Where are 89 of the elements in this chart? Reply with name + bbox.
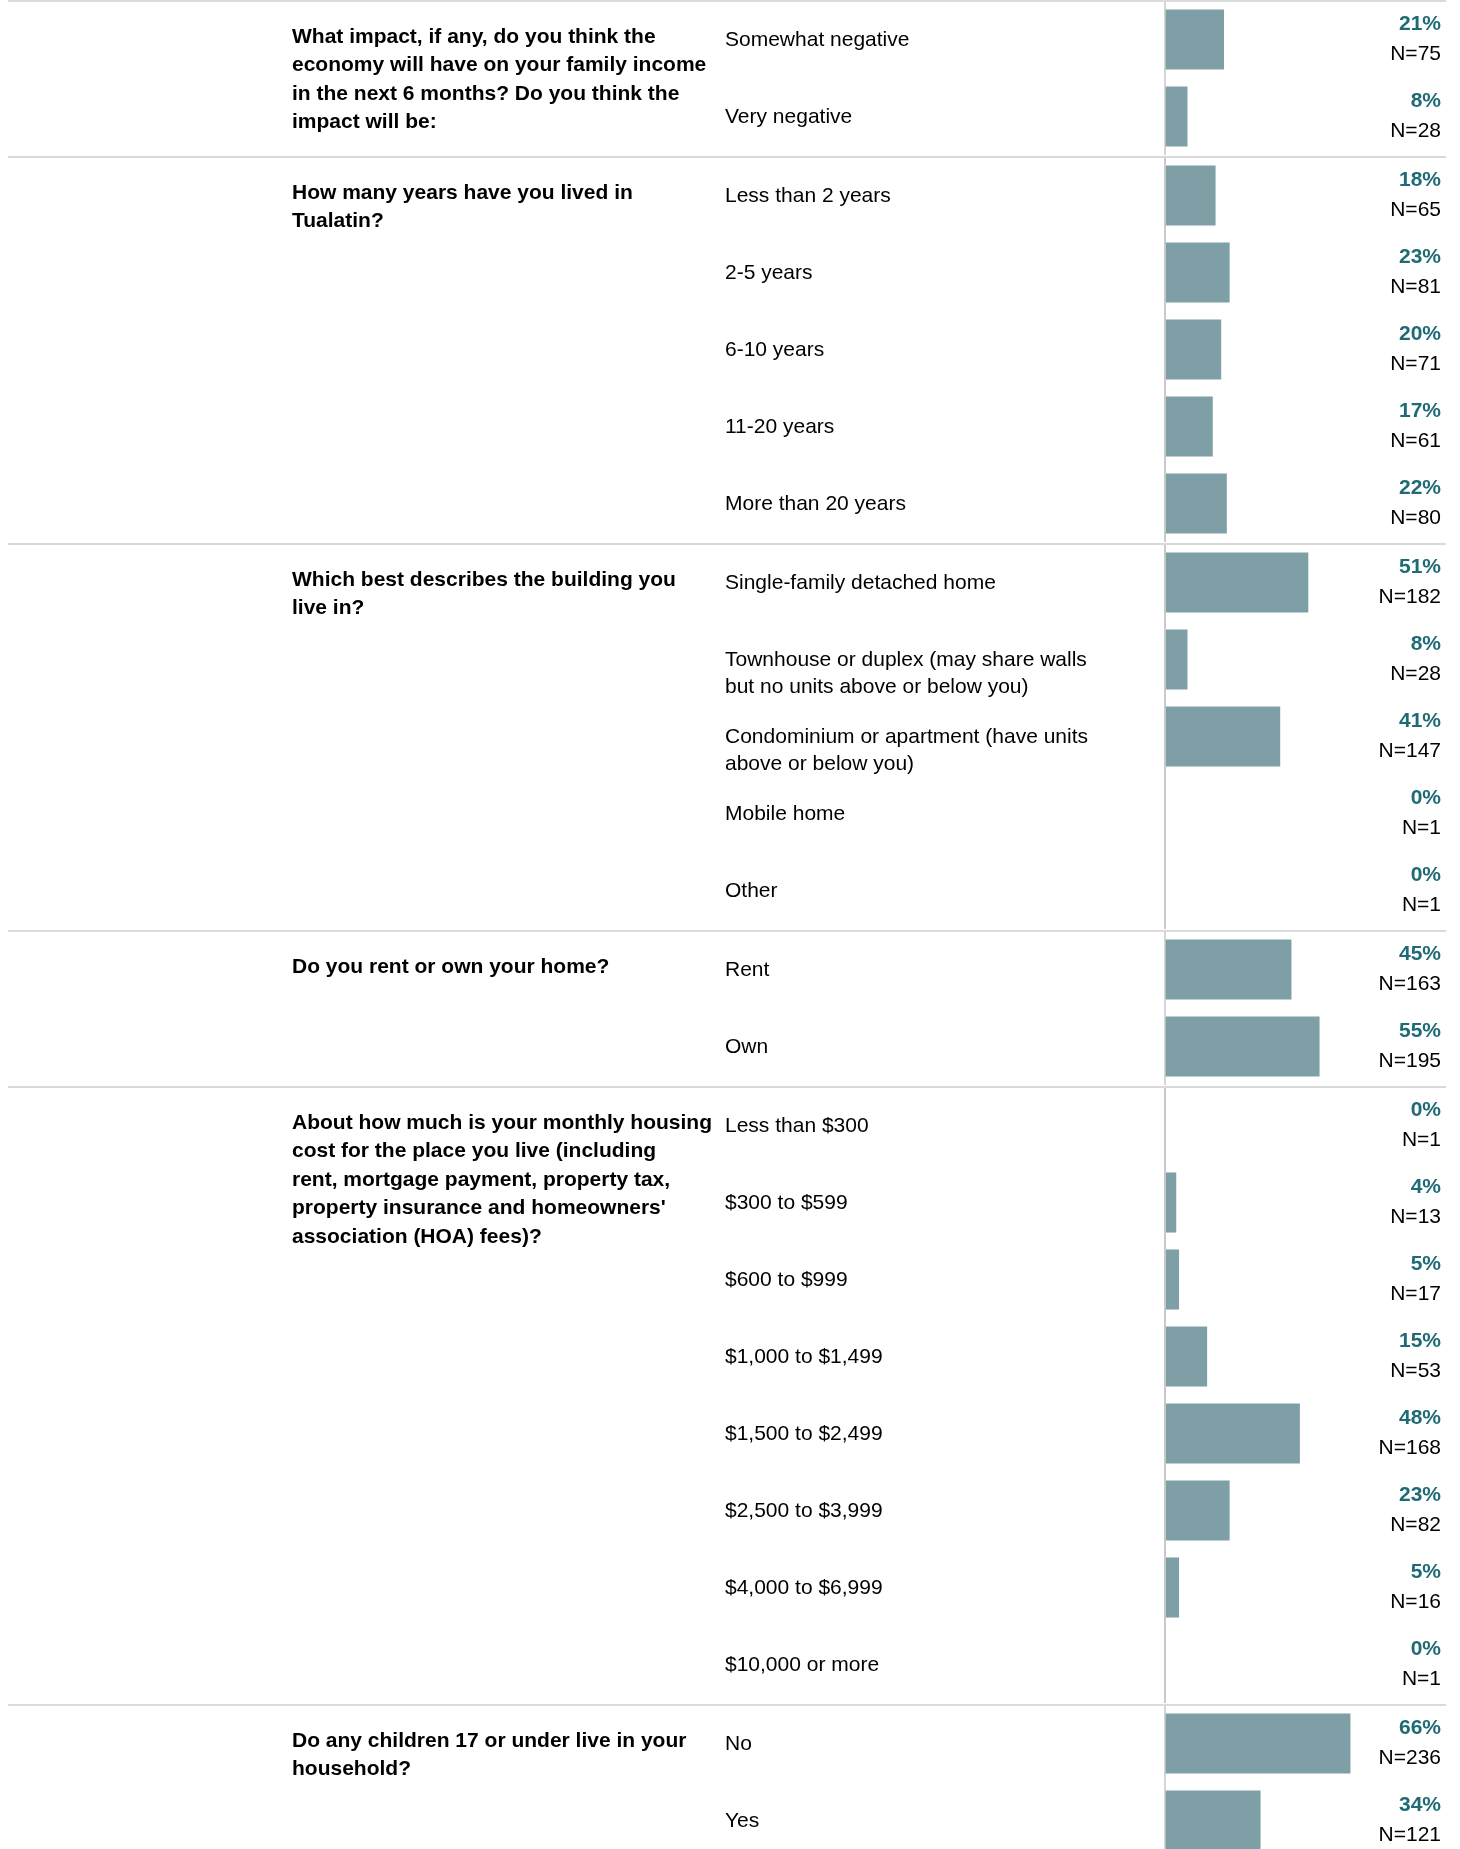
data-label: 51% [1398, 554, 1442, 578]
data-label: 0% [1410, 862, 1442, 886]
data-label: 0% [1410, 1097, 1442, 1121]
text: N=81 [1390, 274, 1441, 298]
data-label: 34% [1398, 1792, 1442, 1816]
y-tick-label: More than 20 years [725, 490, 906, 514]
y-tick-label: No [725, 1730, 752, 1754]
text: N=195 [1378, 1048, 1441, 1072]
text: N=61 [1390, 428, 1441, 452]
y-tick-label: $10,000 or more [725, 1651, 880, 1675]
data-label: 17% [1398, 398, 1442, 422]
text: N=53 [1390, 1358, 1441, 1382]
text: What impact, if any, do you think the economy will have on your family income in the next 6 months? Do you think the impact will be: [292, 23, 707, 132]
data-label: 15% [1398, 1328, 1442, 1352]
text: N=16 [1390, 1589, 1441, 1613]
data-label: 0% [1410, 1636, 1442, 1660]
y-tick-label: 6-10 years [725, 336, 825, 360]
data-label: 20% [1398, 321, 1442, 345]
bar [1165, 319, 1222, 380]
data-label: 0% [1410, 785, 1442, 809]
y-tick-label: Less than $300 [725, 1112, 869, 1136]
text: About how much is your monthly housing cost for the place you live (including rent, mortgage payment, property tax, property insurance and homeowners' association (HOA) fees)? [292, 1109, 712, 1247]
text: N=1 [1401, 1127, 1441, 1151]
text: Do you rent or own your home? [292, 953, 610, 977]
y-tick-label: Other [725, 877, 778, 901]
text: Do any children 17 or under live in your household? [292, 1727, 687, 1779]
text: N=236 [1378, 1745, 1441, 1769]
y-tick-label: 11-20 years [725, 413, 835, 437]
text: N=28 [1390, 118, 1441, 142]
data-label: 55% [1398, 1018, 1442, 1042]
text: N=168 [1378, 1435, 1441, 1459]
data-label: 4% [1410, 1174, 1442, 1198]
y-tick-label: 2-5 years [725, 259, 813, 283]
bar [1165, 1557, 1180, 1618]
y-tick-label: $2,500 to $3,999 [725, 1497, 883, 1521]
data-label: 48% [1398, 1405, 1442, 1429]
text: N=28 [1390, 661, 1441, 685]
data-label: 21% [1398, 11, 1442, 35]
y-tick-label: $300 to $599 [725, 1189, 848, 1213]
text: How many years have you lived in Tualatin? [292, 179, 633, 231]
text: N=17 [1390, 1281, 1441, 1305]
text: N=82 [1390, 1512, 1441, 1536]
data-label: 18% [1398, 167, 1442, 191]
y-tick-label: Less than 2 years [725, 182, 891, 206]
text: N=80 [1390, 505, 1441, 529]
text: N=163 [1378, 971, 1441, 995]
y-tick-label: Condominium or apartment (have units above or below you) [725, 723, 1089, 774]
y-tick-label: Single-family detached home [725, 569, 996, 593]
text: N=13 [1390, 1204, 1441, 1228]
bar [1165, 473, 1227, 534]
bar [1165, 396, 1213, 457]
data-label: 23% [1398, 1482, 1442, 1506]
text: N=182 [1378, 584, 1441, 608]
bar [1165, 1403, 1300, 1464]
y-tick-label: Yes [725, 1807, 760, 1831]
bar [1165, 242, 1230, 303]
text: N=147 [1378, 738, 1441, 762]
text: N=1 [1401, 892, 1441, 916]
bar [1165, 1249, 1180, 1310]
data-label: 41% [1398, 708, 1442, 732]
data-label: 22% [1398, 475, 1442, 499]
bar [1165, 165, 1216, 226]
bar [1165, 1172, 1177, 1233]
data-label: 8% [1410, 88, 1442, 112]
y-tick-label: Mobile home [725, 800, 846, 824]
y-tick-label: Somewhat negative [725, 26, 910, 50]
y-tick-label: $1,500 to $2,499 [725, 1420, 883, 1444]
y-tick-label: Very negative [725, 103, 853, 127]
text: N=65 [1390, 197, 1441, 221]
y-tick-label: Rent [725, 956, 770, 980]
y-tick-label: $4,000 to $6,999 [725, 1574, 883, 1598]
y-tick-label: Townhouse or duplex (may share walls but no units above or below you) [725, 646, 1087, 697]
data-label: 8% [1410, 631, 1442, 655]
data-label: 5% [1410, 1559, 1442, 1583]
text: N=71 [1390, 351, 1441, 375]
text: N=1 [1401, 815, 1441, 839]
data-label: 5% [1410, 1251, 1442, 1275]
text: N=121 [1378, 1822, 1441, 1846]
bar [1165, 1480, 1230, 1541]
y-tick-label: Own [725, 1033, 769, 1057]
data-label: 45% [1398, 941, 1442, 965]
text: Which best describes the building you live in? [292, 566, 676, 618]
data-label: 66% [1398, 1715, 1442, 1739]
text: N=1 [1401, 1666, 1441, 1690]
bar [1165, 1326, 1208, 1387]
y-tick-label: $1,000 to $1,499 [725, 1343, 883, 1367]
y-tick-label: $600 to $999 [725, 1266, 848, 1290]
data-label: 23% [1398, 244, 1442, 268]
text: N=75 [1390, 41, 1441, 65]
